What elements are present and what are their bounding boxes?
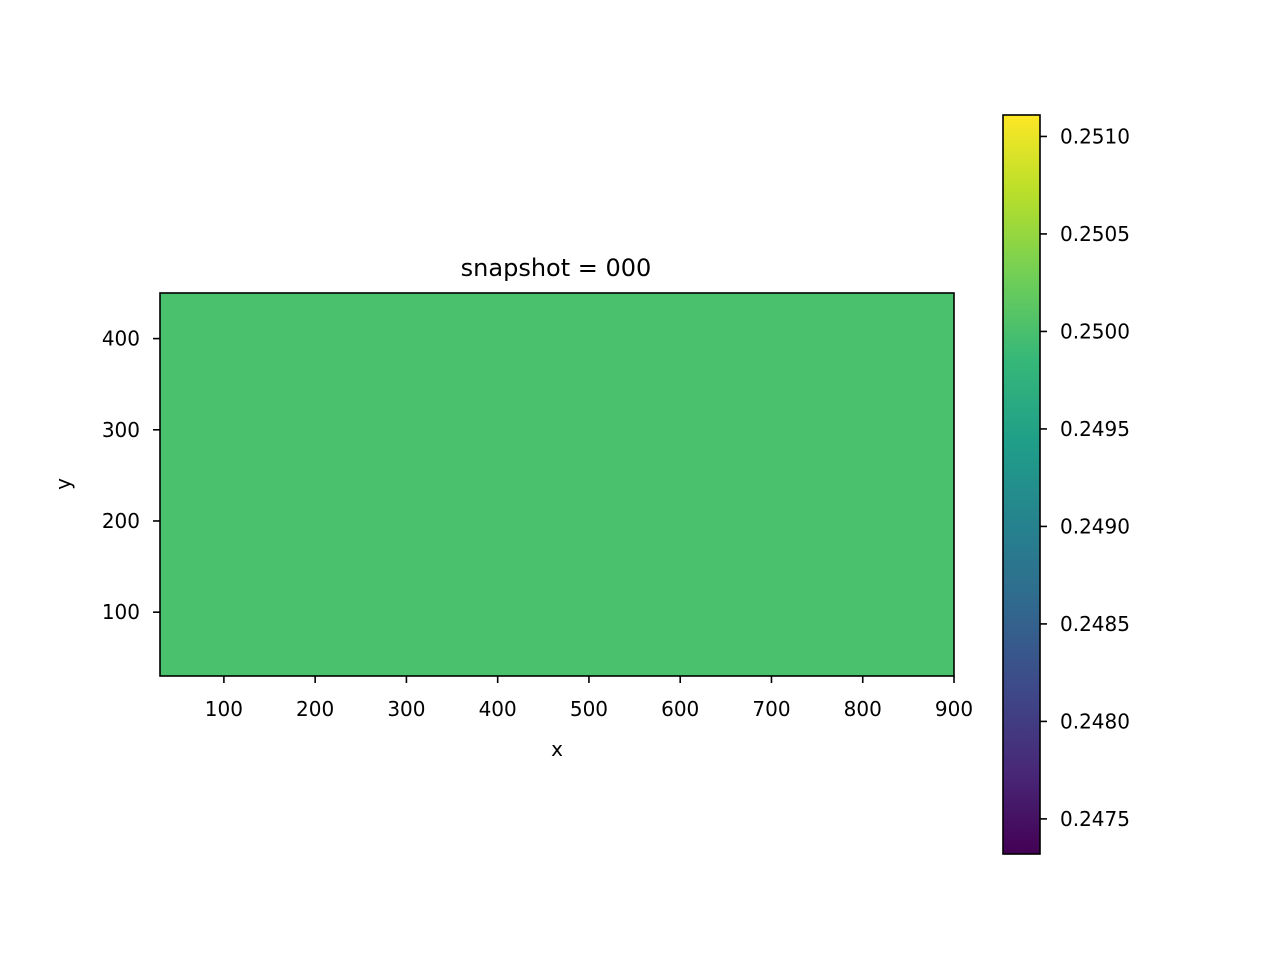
x-axis-label: x xyxy=(551,737,563,761)
y-tick-label: 300 xyxy=(102,418,140,442)
x-tick-label: 900 xyxy=(935,697,973,721)
x-tick-label: 600 xyxy=(661,697,699,721)
x-tick-label: 500 xyxy=(570,697,608,721)
colorbar-ticks: 0.2475 0.2480 0.2485 0.2490 0.2495 0.2500 0.25… xyxy=(1040,124,1130,831)
colorbar-tick-label: 0.2495 xyxy=(1060,417,1130,441)
colorbar-tick-label: 0.2475 xyxy=(1060,807,1130,831)
y-tick-label: 100 xyxy=(102,600,140,624)
y-tick-label: 200 xyxy=(102,509,140,533)
x-tick-label: 300 xyxy=(387,697,425,721)
colorbar-tick-label: 0.2510 xyxy=(1060,124,1130,148)
x-tick-label: 700 xyxy=(752,697,790,721)
x-tick-label: 400 xyxy=(479,697,517,721)
x-tick-label: 200 xyxy=(296,697,334,721)
x-tick-label: 800 xyxy=(844,697,882,721)
heatmap-field xyxy=(160,293,954,676)
colorbar-gradient xyxy=(1003,115,1040,854)
colorbar-tick-label: 0.2480 xyxy=(1060,709,1130,733)
y-axis-label: y xyxy=(51,478,75,490)
chart-title: snapshot = 000 xyxy=(461,254,652,282)
colorbar-frame xyxy=(1002,114,1041,855)
y-tick-label: 400 xyxy=(102,327,140,351)
colorbar-tick-label: 0.2485 xyxy=(1060,612,1130,636)
x-tick-label: 100 xyxy=(205,697,243,721)
y-axis-ticks: 100 200 300 400 xyxy=(102,327,160,624)
colorbar-tick-label: 0.2500 xyxy=(1060,319,1130,343)
x-axis-ticks: 100 200 300 400 500 600 700 800 900 xyxy=(205,676,973,721)
colorbar: 0.2475 0.2480 0.2485 0.2490 0.2495 0.2500 0.25… xyxy=(1002,114,1130,855)
plot-frame xyxy=(159,292,955,677)
colorbar-tick-label: 0.2505 xyxy=(1060,222,1130,246)
plot-area xyxy=(159,292,955,677)
colorbar-tick-label: 0.2490 xyxy=(1060,514,1130,538)
